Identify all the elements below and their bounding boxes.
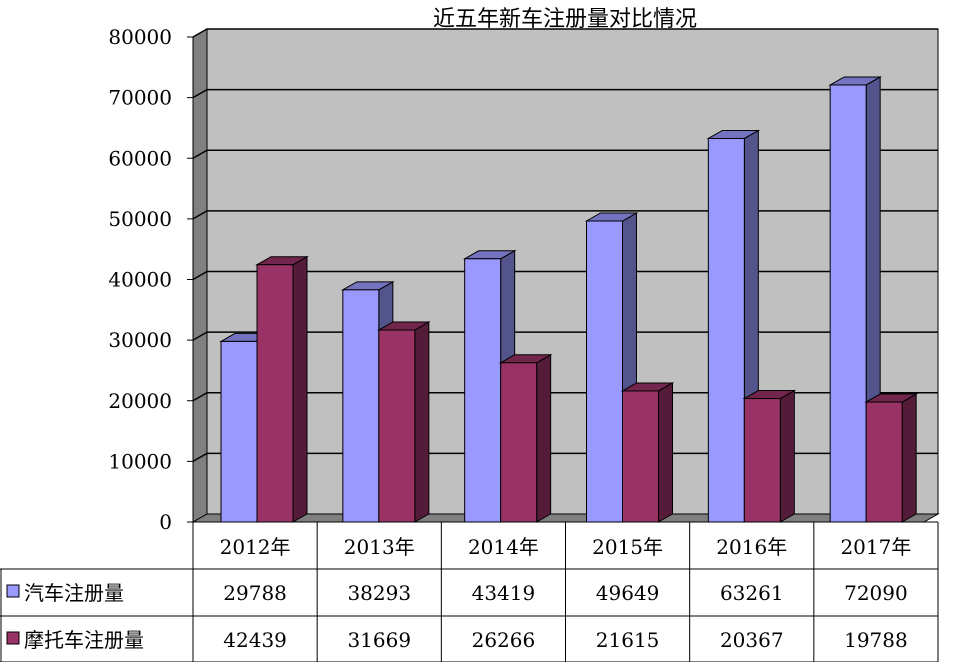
bar	[376, 321, 431, 523]
y-tick-label: 30000	[108, 328, 172, 352]
y-tick-label: 40000	[108, 268, 172, 292]
bar-front	[586, 220, 623, 523]
bar	[742, 389, 797, 523]
bar	[498, 353, 553, 523]
bar	[584, 212, 639, 523]
y-axis-ticks: 0 10000 20000 30000 40000 50000 60000 70000 8000…	[108, 25, 194, 534]
data-label: 29788	[223, 581, 287, 605]
bar-side	[536, 353, 552, 523]
bar-side	[414, 321, 430, 523]
data-label: 72090	[844, 581, 908, 605]
gridline	[192, 28, 938, 38]
bar-front	[622, 390, 659, 523]
bars	[219, 76, 919, 523]
data-label: 26266	[472, 628, 536, 652]
y-tick-label: 60000	[108, 146, 172, 170]
bar-front	[743, 398, 781, 523]
y-tick-label: 0	[159, 510, 172, 534]
data-label: 38293	[347, 581, 411, 605]
legend-swatch	[6, 584, 20, 598]
data-label: 19788	[844, 628, 908, 652]
bar-side	[658, 382, 673, 523]
x-tick-label: 2012年	[220, 535, 291, 559]
bar-side	[901, 393, 917, 523]
bar-front	[500, 362, 538, 523]
gridline	[192, 149, 938, 159]
legend-label: 汽车注册量	[24, 581, 124, 605]
bar-front	[342, 289, 380, 523]
gridline	[192, 210, 938, 220]
x-tick-label: 2016年	[716, 535, 787, 559]
legend-swatch	[6, 631, 20, 645]
gridline	[192, 452, 938, 462]
legend-label: 摩托车注册量	[24, 628, 144, 652]
y-tick-label: 80000	[108, 25, 172, 49]
data-label: 63261	[720, 581, 784, 605]
x-tick-label: 2015年	[592, 535, 663, 559]
y-tick-label: 70000	[108, 86, 172, 110]
bar	[864, 393, 919, 523]
data-label: 49649	[596, 581, 660, 605]
bar-front	[707, 137, 745, 523]
gridline	[192, 270, 938, 281]
gridline	[192, 392, 938, 402]
data-label: 21615	[596, 628, 660, 652]
data-label: 42439	[223, 628, 287, 652]
x-tick-label: 2014年	[468, 535, 539, 559]
bar-front	[256, 264, 294, 523]
bar-front	[464, 258, 502, 523]
y-tick-label: 50000	[108, 207, 172, 231]
bar-front	[220, 340, 258, 523]
bar	[620, 382, 675, 523]
bar	[255, 255, 309, 523]
bar-front	[865, 401, 903, 523]
x-tick-label: 2013年	[344, 535, 415, 559]
gridline	[192, 331, 938, 341]
y-tick-label: 20000	[108, 389, 172, 413]
gridline	[192, 88, 938, 99]
chart-title: 近五年新车注册量对比情况	[433, 7, 697, 32]
bar-front	[829, 84, 867, 523]
gridlines	[192, 28, 938, 462]
bar-side	[292, 255, 308, 523]
data-label: 43419	[472, 581, 536, 605]
data-label: 20367	[720, 628, 784, 652]
data-label: 31669	[347, 628, 411, 652]
bar	[828, 76, 883, 523]
bar-side	[779, 389, 795, 523]
y-tick-label: 10000	[108, 449, 172, 473]
x-tick-label: 2017年	[840, 535, 911, 559]
bar-front	[378, 329, 416, 523]
